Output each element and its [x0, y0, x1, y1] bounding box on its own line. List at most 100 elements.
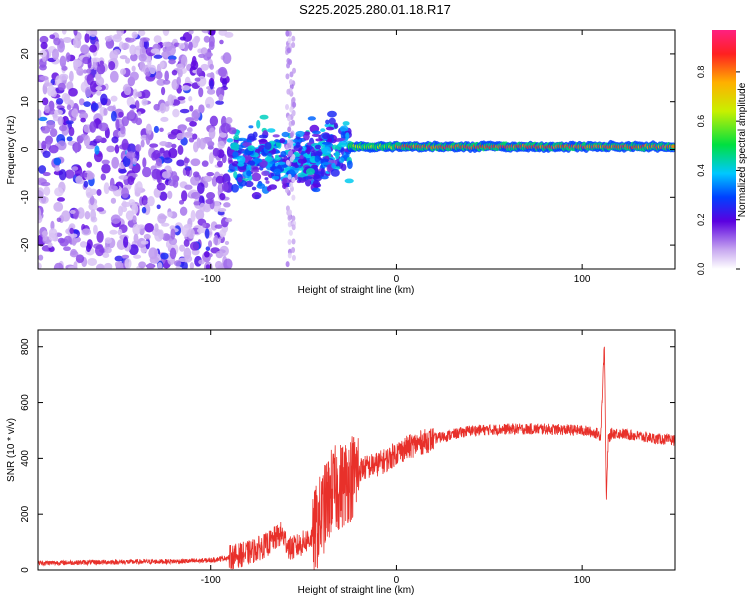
spectrogram-cell [54, 187, 64, 197]
spectrogram-cell [106, 145, 116, 153]
spectrogram-cell [143, 233, 151, 240]
spectrogram-cell [160, 86, 166, 96]
spectrogram-cell [256, 183, 266, 189]
spectrogram-cell [178, 42, 186, 50]
spectrogram-cell [87, 58, 92, 69]
spectrogram-cell [128, 109, 136, 120]
spectrogram-cell [117, 228, 123, 236]
spectrogram-cell [176, 132, 185, 140]
spectrogram-cell [155, 157, 163, 167]
spectrogram-cell [205, 246, 211, 252]
snr-y-tick-label: 800 [20, 338, 31, 355]
spectrogram-cell [237, 155, 246, 164]
spectrogram-cell [184, 184, 193, 190]
snr-series-line [38, 346, 675, 570]
spectrogram-cell [315, 138, 323, 142]
spectrogram-cell [291, 224, 296, 231]
spectrogram-cell [132, 157, 138, 165]
spectrogram-cell [115, 118, 120, 131]
spectrogram-cell [156, 182, 166, 191]
spectrogram-cell [42, 150, 51, 158]
spectrogram-cell [149, 64, 157, 75]
spectrogram-cell [223, 202, 231, 208]
spectrogram-cell [199, 202, 206, 213]
spectrogram-cell [291, 35, 296, 42]
spectrogram-cell [147, 196, 155, 207]
spectrogram-cell [77, 207, 85, 219]
spectrogram-cell [203, 35, 211, 43]
spectrogram-cell [285, 159, 290, 166]
spectrogram-cell [39, 75, 49, 81]
spectrogram-cell [101, 159, 110, 165]
spectrogram-cell [87, 257, 98, 266]
spectrogram-cell [59, 125, 68, 132]
spectrogram-cell [233, 171, 238, 179]
spectrogram-cell [94, 145, 100, 155]
spectrogram-cell [121, 201, 131, 208]
spectrogram-cell [80, 44, 90, 55]
spectrogram-cell [96, 230, 104, 243]
spectrogram-cell [107, 105, 116, 112]
spectrogram-cell [237, 137, 247, 142]
spectrogram-cell [204, 228, 210, 239]
spectrogram-cell [276, 161, 286, 165]
snr-y-tick-label: 400 [20, 450, 31, 467]
spectrogram-cell [64, 169, 75, 179]
spectrogram-cell [288, 229, 293, 236]
spectrogram-cell [109, 229, 118, 235]
spectrogram-cell [119, 55, 128, 60]
spectrogram-cell [287, 214, 292, 221]
spectrogram-cell [340, 131, 346, 140]
spectrogram-cell [55, 97, 64, 105]
spectrogram-cell [168, 237, 178, 246]
spectrogram-cell [211, 176, 218, 187]
spectrogram-cell [69, 209, 76, 214]
spectrogram-cell [273, 168, 282, 175]
spectrogram-cell [183, 131, 193, 139]
spectrogram-cell [190, 175, 200, 186]
spectrogram-cell [287, 115, 292, 122]
spectrogram-cell [285, 187, 290, 194]
spectrogram-cell [246, 164, 252, 172]
spectrogram-cell [230, 142, 240, 151]
spectrogram-cell [125, 57, 131, 64]
colorbar-tick-label: 0.8 [696, 66, 706, 79]
spectrogram-cell [129, 104, 137, 109]
spectrogram-cell [222, 52, 232, 64]
spectrogram-cell [190, 191, 201, 200]
colorbar-tick-label: 0.0 [696, 263, 706, 276]
spectrogram-cell [76, 67, 84, 76]
snr-panel: -100 0 100 0 200 400 600 800 Height of straight… [6, 329, 676, 596]
snr-y-tick-label: 200 [20, 505, 31, 522]
spectrogram-cell [61, 30, 67, 35]
spectrogram-cell [57, 116, 64, 126]
spectrogram-cell [43, 82, 53, 87]
spectrogram-cell [66, 104, 72, 111]
spectrogram-cell [57, 82, 66, 91]
spectrogram-cell [71, 166, 79, 171]
spectrogram-cell [69, 227, 74, 235]
spectrogram-cell [73, 59, 82, 68]
spectrogram-cell [220, 122, 231, 134]
spectrogram-cell [38, 109, 42, 119]
spectrogram-cell [342, 121, 350, 126]
spectrogram-cell [70, 233, 78, 238]
snr-axes: -100 0 100 0 200 400 600 800 [20, 330, 675, 586]
spectrogram-cell [264, 177, 269, 181]
spectrogram-cell [43, 186, 51, 196]
spectrogram-cell [103, 262, 113, 269]
spectrogram-cell [321, 146, 332, 156]
spectrogram-cell [126, 96, 135, 107]
spectrogram-cell [285, 73, 290, 80]
spectrogram-cell [287, 126, 292, 133]
spectrogram-cell [111, 136, 119, 144]
spectrogram-cell [218, 94, 224, 102]
spectrogram-cell [153, 35, 162, 44]
spectrogram-cell [94, 244, 105, 257]
spectrogram-cell [205, 52, 213, 57]
spectrogram-cell [179, 36, 186, 41]
spectrogram-cell [126, 143, 137, 154]
spectrogram-cell [287, 252, 292, 259]
spectrogram-cell [142, 199, 148, 205]
